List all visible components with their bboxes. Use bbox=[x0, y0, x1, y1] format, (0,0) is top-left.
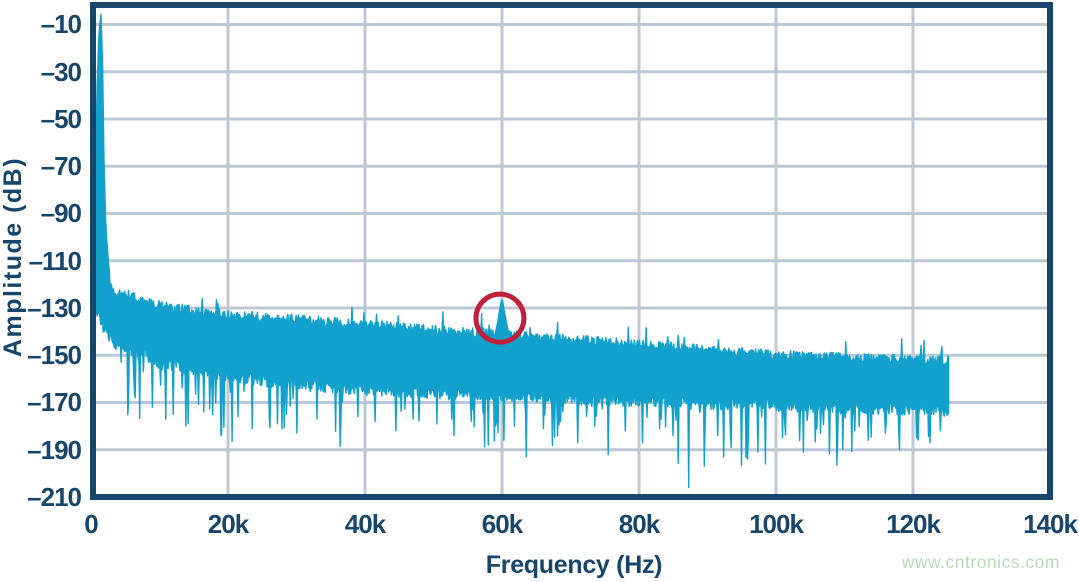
x-tick-label: 20k bbox=[207, 509, 249, 539]
watermark-link[interactable]: www.cntronics.com bbox=[901, 552, 1060, 572]
x-tick-label: 80k bbox=[618, 509, 660, 539]
y-tick-label: –10 bbox=[40, 9, 82, 40]
y-tick-label: –210 bbox=[27, 482, 82, 512]
x-tick-label: 120k bbox=[886, 509, 941, 539]
y-tick-label: –90 bbox=[40, 198, 82, 229]
y-tick-label: –150 bbox=[27, 340, 82, 371]
x-tick-label: 0 bbox=[84, 509, 98, 539]
y-tick-label: –130 bbox=[27, 292, 82, 323]
x-axis-title: Frequency (Hz) bbox=[485, 551, 663, 579]
y-tick-label: –110 bbox=[28, 245, 82, 276]
y-tick-label: –70 bbox=[40, 151, 82, 182]
x-tick-label: 140k bbox=[1023, 509, 1078, 539]
plot-border bbox=[90, 2, 1053, 500]
gridlines bbox=[96, 8, 1047, 494]
y-tick-label: –50 bbox=[40, 103, 82, 134]
x-tick-label: 60k bbox=[481, 509, 523, 539]
y-tick-label: –170 bbox=[27, 387, 82, 418]
y-tick-label: –190 bbox=[27, 434, 82, 465]
noise-floor-trace bbox=[95, 13, 950, 489]
x-tick-label: 100k bbox=[749, 509, 804, 539]
spur-highlight-ellipse bbox=[473, 291, 527, 345]
y-tick-label: –30 bbox=[40, 56, 82, 87]
x-tick-label: 40k bbox=[344, 509, 386, 539]
